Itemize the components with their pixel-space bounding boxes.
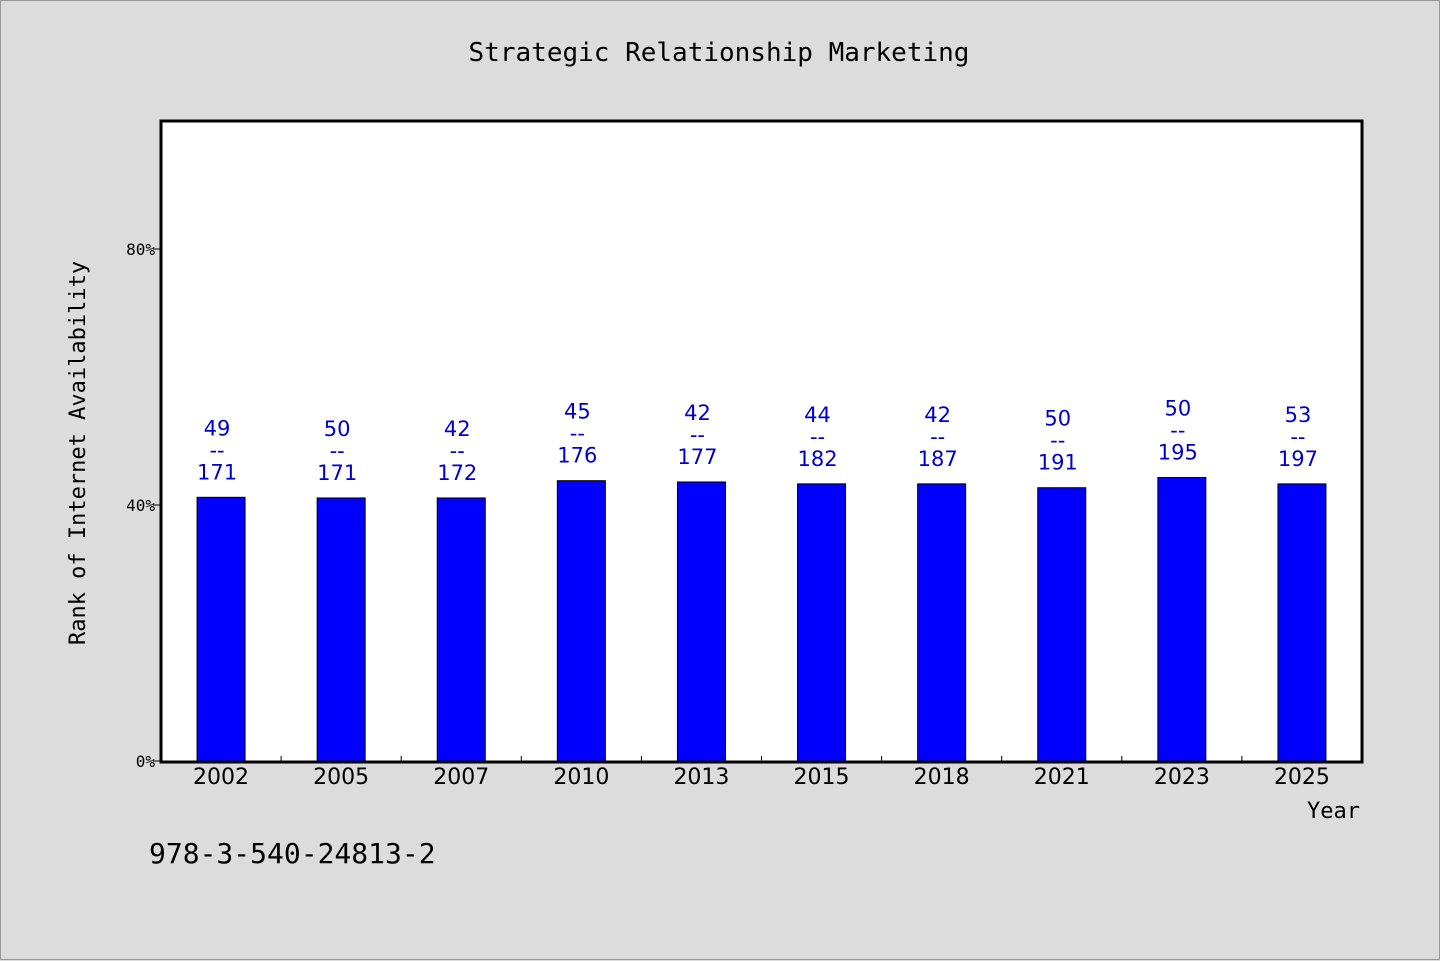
data-label-top-2025: 53	[1285, 403, 1312, 427]
bar-2013	[676, 481, 726, 762]
data-label-bottom-2013: 177	[677, 445, 717, 469]
data-label-bottom-2021: 191	[1038, 451, 1078, 475]
x-tick-label-2010: 2010	[553, 765, 609, 790]
x-axis: 2002 2005 2007 2010 2013 2015 2018 2021 2023 2025	[193, 756, 1330, 790]
data-label-sep-2002: --	[209, 438, 224, 462]
data-label-bottom-2025: 197	[1278, 447, 1318, 471]
bar-2015	[797, 483, 847, 762]
data-label-bottom-2005: 171	[317, 461, 357, 485]
data-labels-layer: 49--17150--17142--17245--17642--17744--1…	[197, 396, 1318, 484]
x-tick-label-2005: 2005	[313, 765, 369, 790]
data-label-top-2021: 50	[1044, 407, 1071, 431]
data-label-top-2002: 49	[204, 416, 231, 440]
x-tick-label-2013: 2013	[673, 765, 729, 790]
data-label-top-2005: 50	[324, 417, 351, 441]
data-label-sep-2021: --	[1050, 429, 1065, 453]
x-tick-label-2025: 2025	[1274, 765, 1330, 790]
bar-2010	[556, 480, 606, 762]
data-label-bottom-2007: 172	[437, 461, 477, 485]
data-label-top-2007: 42	[444, 417, 471, 441]
x-tick-label-2007: 2007	[433, 765, 489, 790]
data-label-bottom-2010: 176	[557, 444, 597, 468]
data-label-bottom-2002: 171	[197, 460, 237, 484]
data-label-sep-2018: --	[930, 425, 945, 449]
y-tick-label: 40%	[126, 496, 155, 515]
y-axis: 0% 40% 80%	[126, 240, 161, 771]
y-axis-title: Rank of Internet Availability	[66, 261, 91, 645]
x-tick-label-2023: 2023	[1154, 765, 1210, 790]
data-label-sep-2023: --	[1170, 418, 1185, 442]
data-label-top-2013: 42	[684, 401, 711, 425]
data-label-sep-2007: --	[450, 439, 465, 463]
y-tick-label: 0%	[136, 752, 156, 771]
data-label-sep-2005: --	[330, 439, 345, 463]
data-label-sep-2010: --	[570, 422, 585, 446]
bar-2021	[1037, 487, 1087, 762]
bar-2005	[316, 497, 366, 762]
data-label-sep-2015: --	[810, 425, 825, 449]
bar-2025	[1277, 483, 1327, 762]
data-label-bottom-2023: 195	[1158, 440, 1198, 464]
x-tick-label-2018: 2018	[914, 765, 970, 790]
data-label-bottom-2018: 187	[918, 447, 958, 471]
data-label-top-2010: 45	[564, 400, 591, 424]
bar-2018	[917, 483, 967, 762]
data-label-bottom-2015: 182	[798, 447, 838, 471]
bar-2023	[1157, 476, 1207, 762]
data-label-top-2018: 42	[924, 403, 951, 427]
chart-title: Strategic Relationship Marketing	[469, 38, 970, 68]
bar-2007	[436, 497, 486, 762]
x-axis-title: Year	[1307, 799, 1360, 824]
x-tick-label-2002: 2002	[193, 765, 249, 790]
data-label-top-2015: 44	[804, 403, 831, 427]
x-tick-label-2021: 2021	[1034, 765, 1090, 790]
plot-border	[159, 119, 1364, 764]
x-tick-label-2015: 2015	[794, 765, 850, 790]
isbn-label: 978-3-540-24813-2	[149, 837, 436, 870]
data-label-sep-2025: --	[1290, 425, 1305, 449]
bars-layer	[196, 476, 1327, 762]
y-tick-label: 80%	[126, 240, 155, 259]
data-label-top-2023: 50	[1164, 396, 1191, 420]
data-label-sep-2013: --	[690, 423, 705, 447]
bar-2002	[196, 496, 246, 762]
